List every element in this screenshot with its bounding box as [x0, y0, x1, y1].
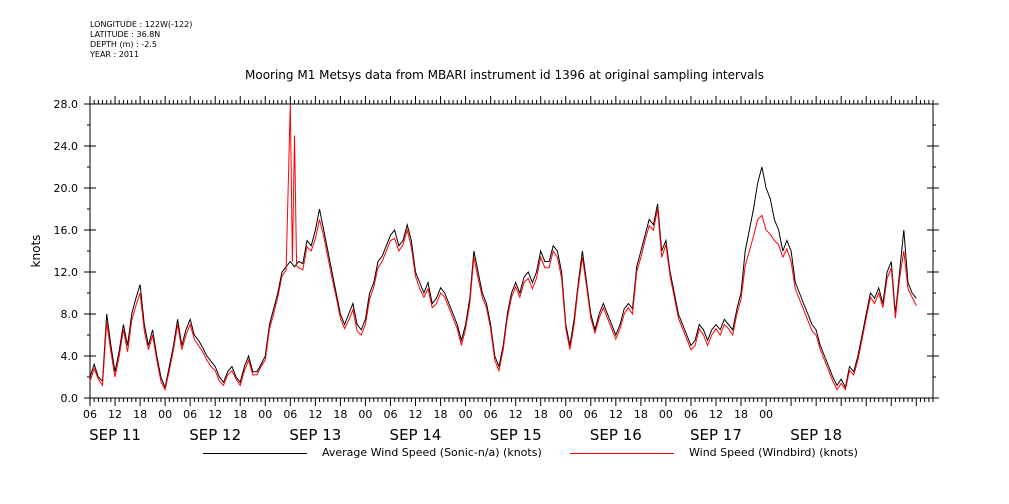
x-hour-label: 00 [158, 408, 172, 421]
x-day-label: SEP 17 [690, 426, 742, 444]
depth-label: DEPTH (m) : -2.5 [90, 40, 157, 49]
x-hour-label: 00 [459, 408, 473, 421]
x-hour-label: 12 [709, 408, 723, 421]
x-hour-label: 00 [759, 408, 773, 421]
x-day-label: SEP 13 [289, 426, 341, 444]
chart-title: Mooring M1 Metsys data from MBARI instru… [245, 68, 764, 82]
x-hour-label: 12 [509, 408, 523, 421]
x-hour-label: 06 [183, 408, 197, 421]
x-hour-label: 06 [83, 408, 97, 421]
y-axis-label: knots [29, 235, 43, 268]
y-tick-label: 16.0 [54, 224, 79, 237]
x-day-label: SEP 16 [590, 426, 642, 444]
plot-frame [89, 103, 934, 399]
x-hour-label: 00 [559, 408, 573, 421]
x-hour-label: 00 [258, 408, 272, 421]
series-line-windbird [782, 247, 917, 391]
year-label: YEAR : 2011 [90, 50, 140, 59]
x-hour-label: 18 [233, 408, 247, 421]
x-day-label: SEP 11 [89, 426, 141, 444]
x-hour-label: 06 [584, 408, 598, 421]
y-tick-label: 24.0 [54, 140, 79, 153]
x-hour-label: 18 [434, 408, 448, 421]
x-hour-label: 18 [133, 408, 147, 421]
x-hour-label: 18 [734, 408, 748, 421]
x-day-label: SEP 18 [790, 426, 842, 444]
legend-line-windbird [570, 453, 674, 454]
x-hour-label: 18 [534, 408, 548, 421]
y-tick-label: 20.0 [54, 182, 79, 195]
x-hour-label: 00 [358, 408, 372, 421]
legend-label-windbird: Wind Speed (Windbird) (knots) [689, 446, 858, 459]
legend-line-average [203, 453, 307, 454]
metadata-block: LONGITUDE : 122W(-122) LATITUDE : 36.8N … [90, 20, 192, 60]
longitude-label: LONGITUDE : 122W(-122) [90, 20, 193, 29]
x-hour-label: 12 [208, 408, 222, 421]
x-hour-label: 18 [634, 408, 648, 421]
x-hour-label: 06 [283, 408, 297, 421]
chart-legend: Average Wind Speed (Sonic-n/a) (knots) W… [0, 444, 1009, 464]
x-day-label: SEP 12 [189, 426, 241, 444]
x-hour-label: 18 [333, 408, 347, 421]
y-tick-label: 12.0 [54, 266, 79, 279]
legend-label-average: Average Wind Speed (Sonic-n/a) (knots) [322, 446, 542, 459]
x-hour-label: 12 [609, 408, 623, 421]
x-hour-label: 12 [308, 408, 322, 421]
y-tick-label: 4.0 [61, 350, 79, 363]
x-hour-label: 12 [409, 408, 423, 421]
x-day-label: SEP 14 [390, 426, 442, 444]
x-hour-label: 00 [659, 408, 673, 421]
series-line-windbird [89, 103, 784, 392]
x-hour-label: 06 [383, 408, 397, 421]
latitude-label: LATITUDE : 36.8N [90, 30, 161, 39]
y-tick-label: 0.0 [61, 392, 79, 405]
x-hour-label: 12 [108, 408, 122, 421]
x-day-label: SEP 15 [490, 426, 542, 444]
x-hour-label: 06 [684, 408, 698, 421]
y-tick-label: 8.0 [61, 308, 79, 321]
series-line-average [89, 166, 784, 390]
y-tick-label: 28.0 [54, 98, 79, 111]
x-hour-label: 06 [484, 408, 498, 421]
